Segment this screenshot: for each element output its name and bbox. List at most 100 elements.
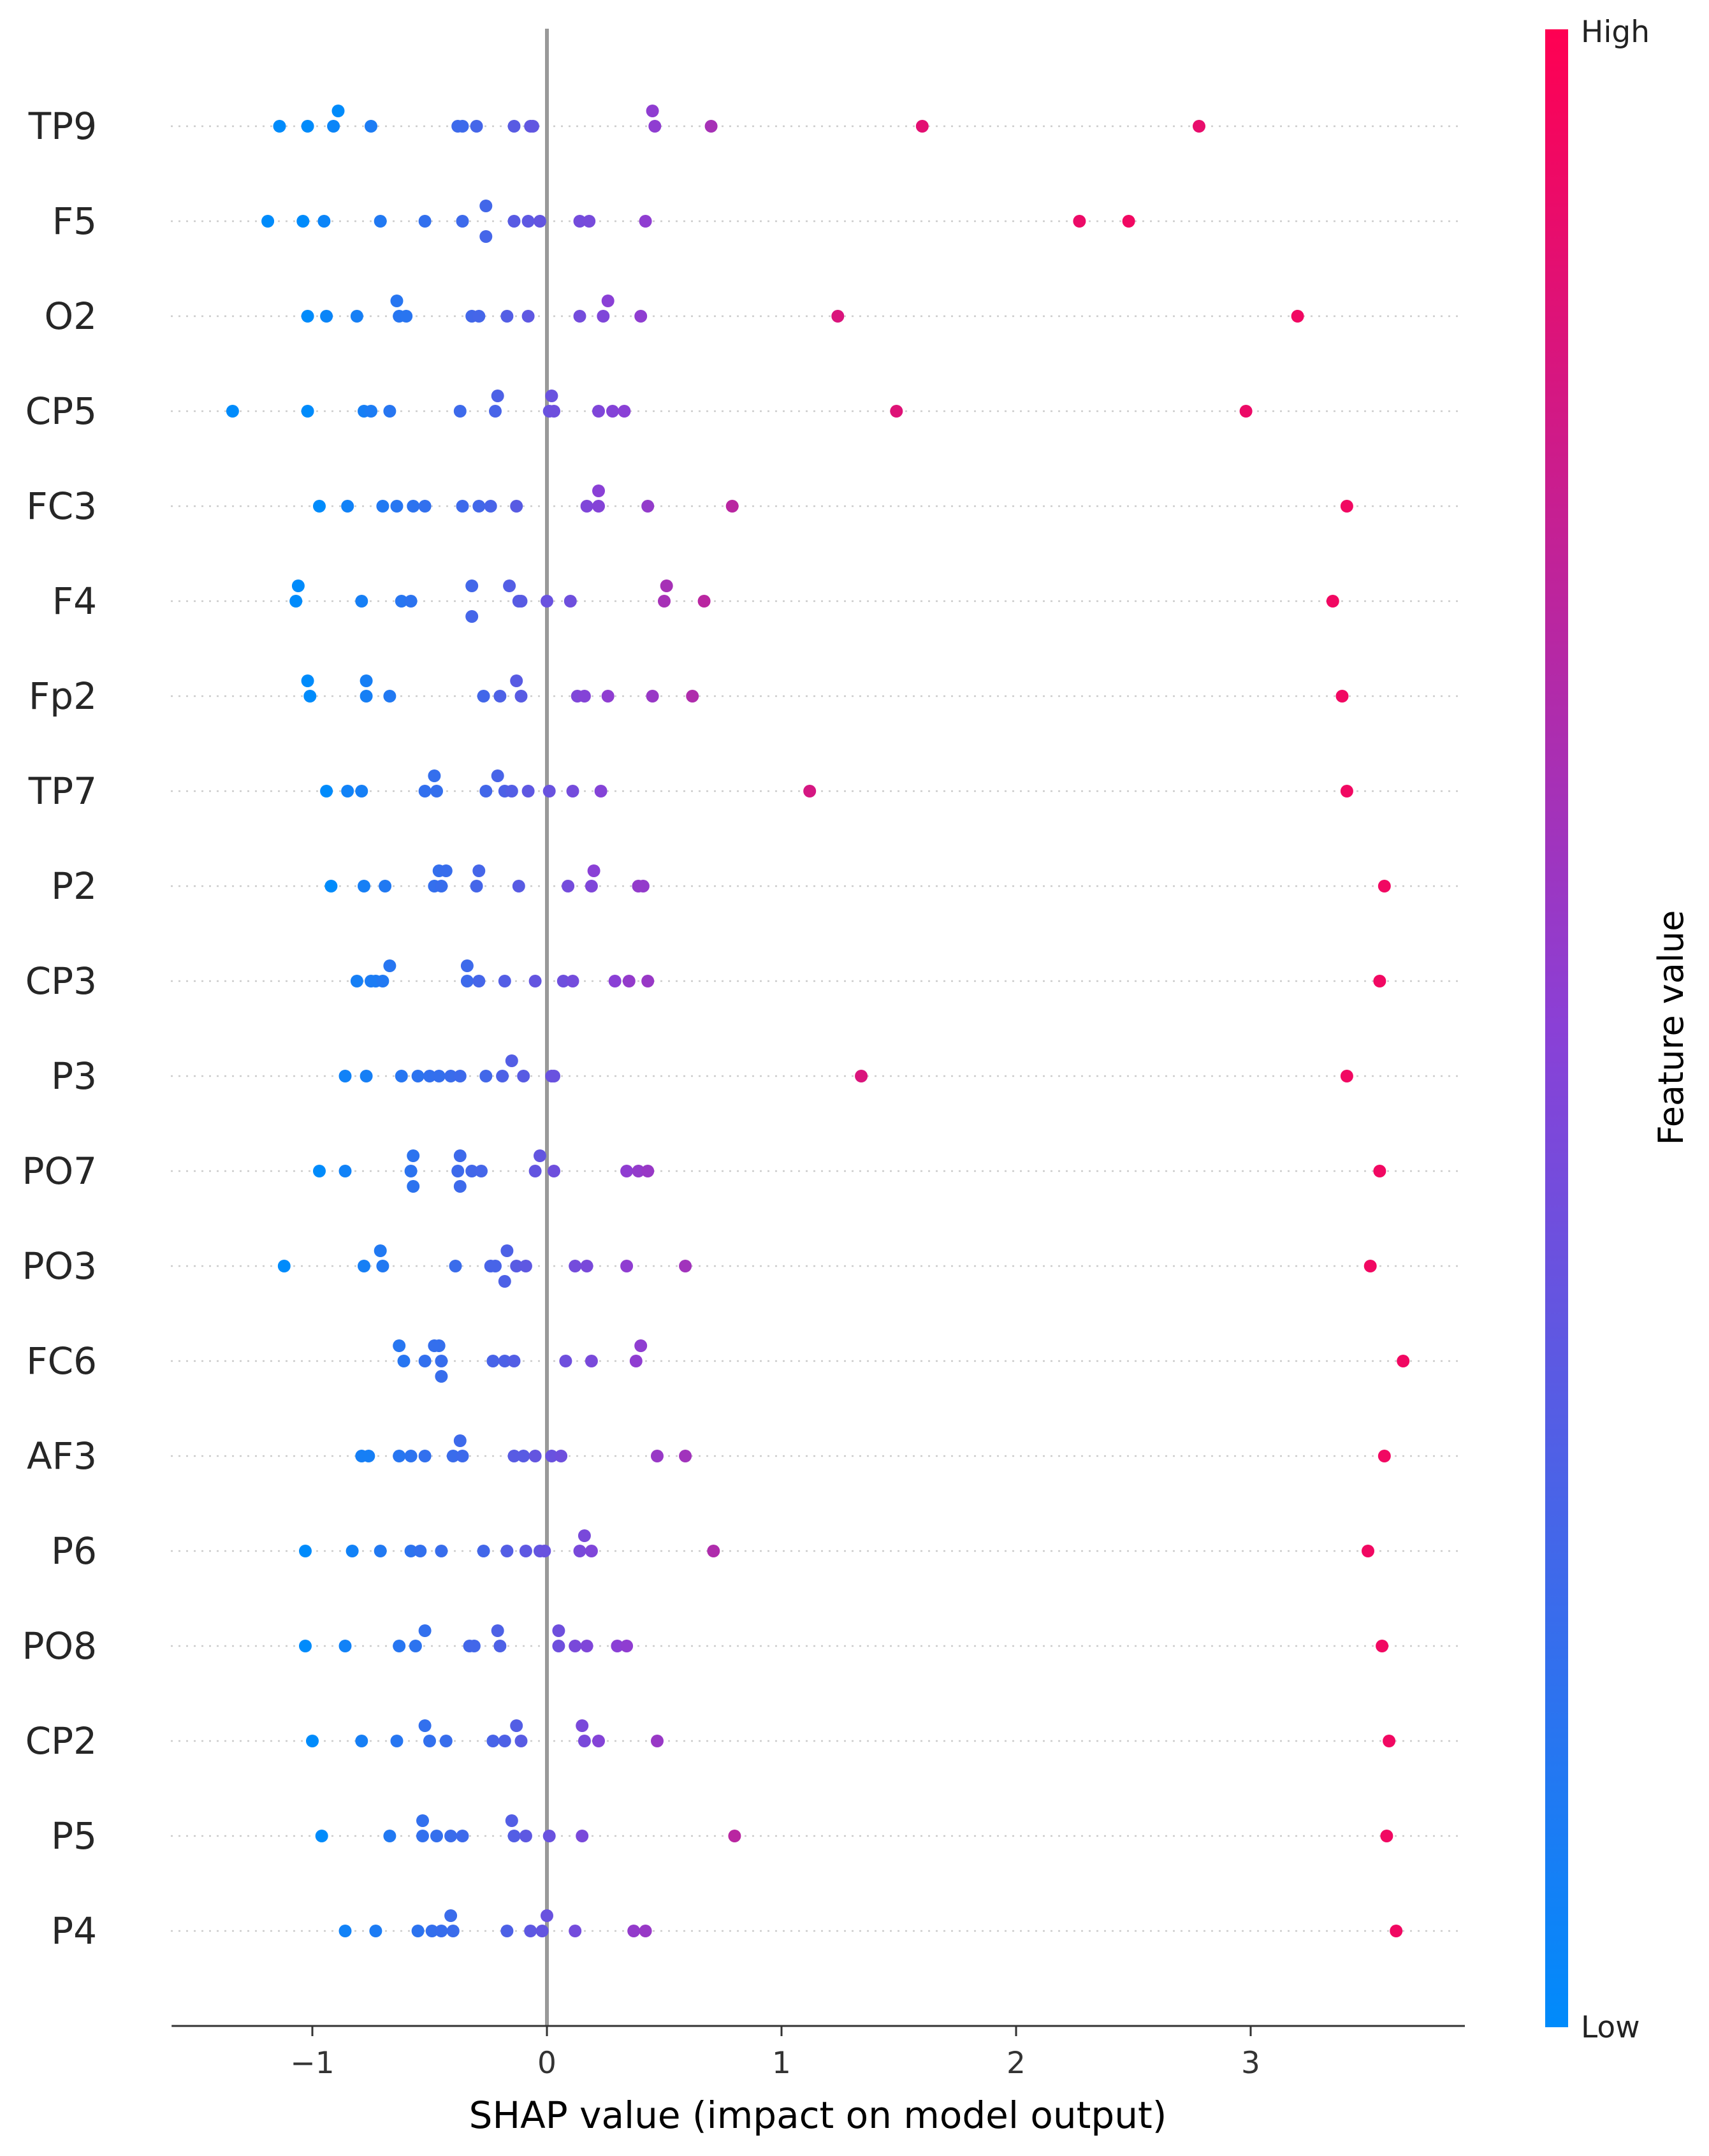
point-f4-13 (658, 595, 671, 608)
point-f4-4 (404, 595, 418, 608)
feature-label-f5: F5 (52, 200, 97, 243)
point-p6-15 (1362, 1545, 1374, 1557)
point-po7-7 (453, 1180, 467, 1193)
feature-label-p3: P3 (51, 1054, 97, 1098)
point-p4-3 (425, 1925, 439, 1937)
point-cp5-10 (545, 390, 558, 402)
point-cp2-2 (390, 1735, 404, 1747)
point-fp2-4 (383, 690, 396, 703)
colorbar: High Low Feature value (1545, 15, 1691, 2045)
point-f5-11 (573, 215, 586, 228)
point-p3-11 (517, 1070, 530, 1082)
point-fc3-12 (592, 484, 605, 497)
colorbar-title: Feature value (1651, 910, 1691, 1146)
point-tp7-13 (594, 785, 607, 798)
point-p5-4 (430, 1830, 443, 1842)
point-po7-14 (632, 1165, 645, 1177)
point-tp9-13 (704, 120, 718, 133)
point-tp7-11 (542, 785, 556, 798)
point-po3-9 (510, 1260, 523, 1272)
point-tp7-1 (341, 785, 354, 798)
point-tp7-14 (803, 785, 817, 798)
point-p5-2 (416, 1814, 429, 1827)
point-p5-11 (576, 1830, 589, 1842)
point-po8-8 (493, 1640, 507, 1652)
feature-label-p2: P2 (51, 864, 97, 908)
point-p6-4 (414, 1545, 427, 1557)
point-f5-12 (583, 215, 596, 228)
point-f4-5 (465, 579, 479, 592)
point-p3-14 (855, 1070, 868, 1082)
point-fc6-1 (397, 1355, 411, 1367)
point-p6-1 (345, 1545, 359, 1557)
point-cp3-13 (622, 975, 636, 987)
point-fc3-7 (472, 500, 486, 513)
point-p3-5 (432, 1070, 446, 1082)
point-cp5-1 (301, 405, 314, 418)
point-fp2-3 (360, 690, 373, 703)
point-p4-2 (411, 1925, 425, 1937)
point-p6-5 (435, 1545, 448, 1557)
point-f4-14 (697, 595, 711, 608)
point-fp2-14 (1335, 690, 1349, 703)
point-tp7-6 (479, 785, 493, 798)
point-tp9-4 (365, 120, 377, 133)
feature-row-guides (171, 125, 1463, 1932)
point-tp9-7 (470, 120, 483, 133)
point-af3-6 (453, 1434, 467, 1447)
point-fc6-8 (498, 1355, 511, 1367)
point-af3-13 (651, 1450, 664, 1462)
point-af3-2 (393, 1450, 406, 1462)
point-p4-11 (569, 1925, 582, 1937)
feature-label-cp3: CP3 (25, 959, 97, 1003)
point-cp2-7 (498, 1735, 511, 1747)
point-po3-1 (358, 1260, 370, 1272)
point-f5-3 (374, 215, 387, 228)
point-po3-8 (498, 1275, 511, 1288)
point-af3-4 (418, 1450, 432, 1462)
point-fc6-14 (1397, 1355, 1410, 1367)
point-po7-5 (453, 1149, 467, 1162)
point-o2-8 (500, 310, 514, 323)
point-af3-15 (1378, 1450, 1391, 1462)
point-f5-8 (507, 215, 521, 228)
point-po7-1 (338, 1165, 352, 1177)
point-fc3-11 (592, 500, 605, 513)
point-af3-1 (362, 1450, 375, 1462)
point-p3-13 (548, 1070, 560, 1082)
point-o2-7 (472, 310, 486, 323)
point-af3-12 (555, 1450, 568, 1462)
point-p2-10 (562, 880, 575, 892)
point-p4-12 (627, 1925, 641, 1937)
point-cp5-5 (453, 405, 467, 418)
point-tp9-12 (648, 120, 662, 133)
point-p5-1 (383, 1830, 396, 1842)
point-p3-10 (505, 1054, 518, 1067)
point-tp9-1 (301, 120, 314, 133)
point-o2-1 (320, 310, 333, 323)
point-f5-1 (296, 215, 310, 228)
point-tp7-10 (521, 785, 535, 798)
point-tp7-12 (566, 785, 579, 798)
point-p6-8 (519, 1545, 532, 1557)
point-fc6-9 (507, 1355, 521, 1367)
point-po7-10 (534, 1149, 546, 1162)
point-af3-5 (446, 1450, 460, 1462)
point-f5-2 (317, 215, 331, 228)
point-cp5-6 (489, 405, 502, 418)
point-cp3-6 (460, 975, 474, 987)
point-fc3-15 (1340, 500, 1353, 513)
point-cp5-14 (890, 405, 903, 418)
point-tp7-7 (491, 769, 504, 782)
point-po8-6 (467, 1640, 481, 1652)
point-po7-8 (465, 1165, 479, 1177)
point-f5-6 (479, 200, 493, 212)
point-p6-12 (573, 1545, 586, 1557)
point-f5-10 (534, 215, 546, 228)
point-f4-9 (514, 595, 528, 608)
point-p5-13 (1380, 1830, 1393, 1842)
point-p6-7 (500, 1545, 514, 1557)
point-fc6-13 (629, 1355, 643, 1367)
point-p4-4 (435, 1925, 448, 1937)
point-f4-3 (395, 595, 408, 608)
